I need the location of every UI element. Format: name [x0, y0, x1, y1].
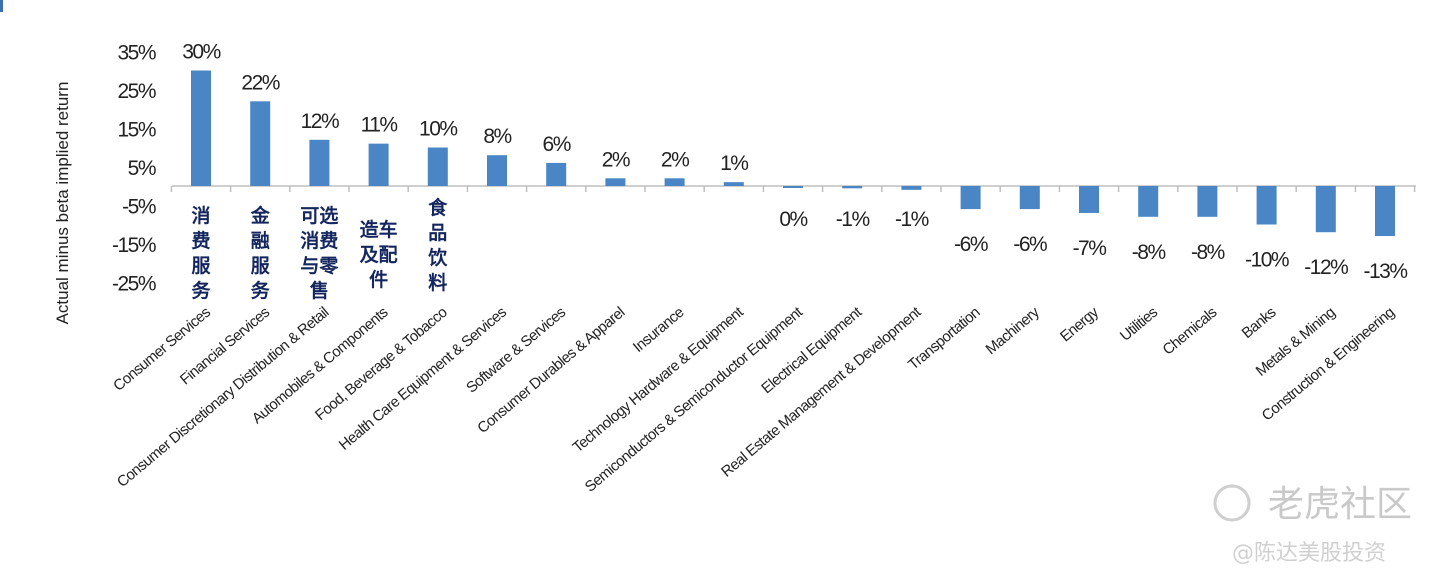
data-label: 1% — [720, 152, 748, 175]
x-tick-label: Electrical Equipment — [758, 303, 866, 397]
bar — [546, 162, 567, 186]
data-label: 2% — [661, 148, 689, 171]
data-label: -10% — [1245, 249, 1289, 272]
x-tick-label: Consumer Services — [110, 304, 213, 395]
annotation-line: 费 — [191, 230, 210, 252]
data-label: 0% — [779, 208, 807, 231]
y-tick-label: 25% — [117, 80, 155, 103]
bar — [1019, 186, 1040, 210]
corner-mark — [0, 0, 3, 12]
bar — [664, 178, 685, 186]
x-tick-label: Utilities — [1117, 304, 1161, 345]
data-label: -12% — [1304, 256, 1348, 279]
annotation-line: 消 — [191, 204, 210, 227]
data-label: 10% — [419, 118, 457, 141]
annotation-line: 服 — [191, 255, 211, 277]
y-tick-label: 5% — [128, 157, 156, 180]
x-tick-label: Banks — [1239, 304, 1280, 342]
annotation-line: 售 — [309, 279, 329, 302]
annotation-line: 及配 — [360, 244, 398, 266]
bar — [960, 186, 981, 210]
bar — [1256, 186, 1277, 225]
watermark: 老虎社区 @陈达美股投资 — [1213, 484, 1412, 566]
bar — [1375, 186, 1395, 237]
data-label: 11% — [361, 114, 398, 137]
bar — [1315, 186, 1336, 233]
bar — [842, 186, 863, 189]
bar — [427, 147, 448, 186]
data-label: -8% — [1191, 241, 1225, 264]
data-label: -8% — [1132, 241, 1166, 264]
annotation-line: 融 — [251, 230, 270, 252]
tiger-logo-icon — [1213, 484, 1251, 522]
bar — [605, 178, 626, 186]
bar — [487, 155, 507, 186]
bar — [1197, 186, 1218, 217]
data-label: 22% — [241, 71, 279, 94]
x-tick-label: Software & Services — [463, 304, 569, 397]
annotation-line: 金 — [250, 204, 271, 227]
bar — [309, 139, 330, 186]
x-tick-label: Chemicals — [1160, 304, 1221, 359]
x-tick-label: Machinery — [983, 303, 1044, 358]
bar — [723, 182, 744, 186]
data-label: 8% — [483, 125, 511, 148]
data-label: -1% — [836, 208, 870, 231]
x-tick-label: Semiconductors & Semiconductor Equipment — [582, 303, 807, 496]
bar — [1138, 186, 1159, 217]
bar — [191, 70, 211, 186]
annotation-line: 务 — [191, 279, 211, 302]
annotation-line: 消费 — [300, 229, 338, 252]
data-label: 30% — [182, 41, 220, 64]
annotation-line: 可选 — [300, 205, 338, 227]
annotation-line: 务 — [251, 279, 271, 302]
annotation-line: 料 — [428, 271, 447, 294]
annotation-line: 品 — [428, 222, 447, 244]
bar — [368, 143, 389, 186]
watermark-author: @陈达美股投资 — [1232, 541, 1386, 566]
data-label: 12% — [301, 110, 339, 133]
data-label: -1% — [895, 208, 929, 231]
x-tick-label: Real Estate Management & Development — [718, 303, 925, 480]
y-axis-label: Actual minus beta implied return — [53, 82, 72, 325]
bar — [250, 101, 271, 186]
annotation-line: 件 — [369, 268, 388, 291]
y-tick-label: 35% — [117, 41, 155, 64]
x-tick-label: Consumer Discretionary Distribution & Re… — [114, 304, 332, 491]
annotation-line: 食 — [428, 196, 448, 219]
x-tick-label: Energy — [1057, 303, 1102, 345]
data-label: -7% — [1073, 237, 1107, 260]
annotation-line: 与零 — [300, 255, 339, 277]
data-label: -6% — [954, 233, 988, 256]
bar — [901, 186, 922, 190]
y-tick-label: 15% — [117, 118, 155, 141]
data-label: 6% — [543, 133, 571, 156]
y-tick-label: -25% — [112, 272, 156, 295]
annotation-line: 造车 — [360, 218, 398, 241]
data-label: -6% — [1013, 233, 1047, 256]
bar — [783, 186, 803, 188]
bar — [1079, 186, 1099, 213]
y-tick-label: -15% — [112, 234, 156, 257]
data-label: 2% — [602, 148, 630, 171]
watermark-brand: 老虎社区 — [1268, 484, 1412, 525]
annotation-line: 服 — [251, 255, 271, 277]
annotation-line: 饮 — [427, 246, 448, 269]
y-tick-label: -5% — [122, 195, 156, 218]
x-tick-label: Insurance — [630, 304, 687, 356]
data-label: -13% — [1363, 260, 1407, 283]
